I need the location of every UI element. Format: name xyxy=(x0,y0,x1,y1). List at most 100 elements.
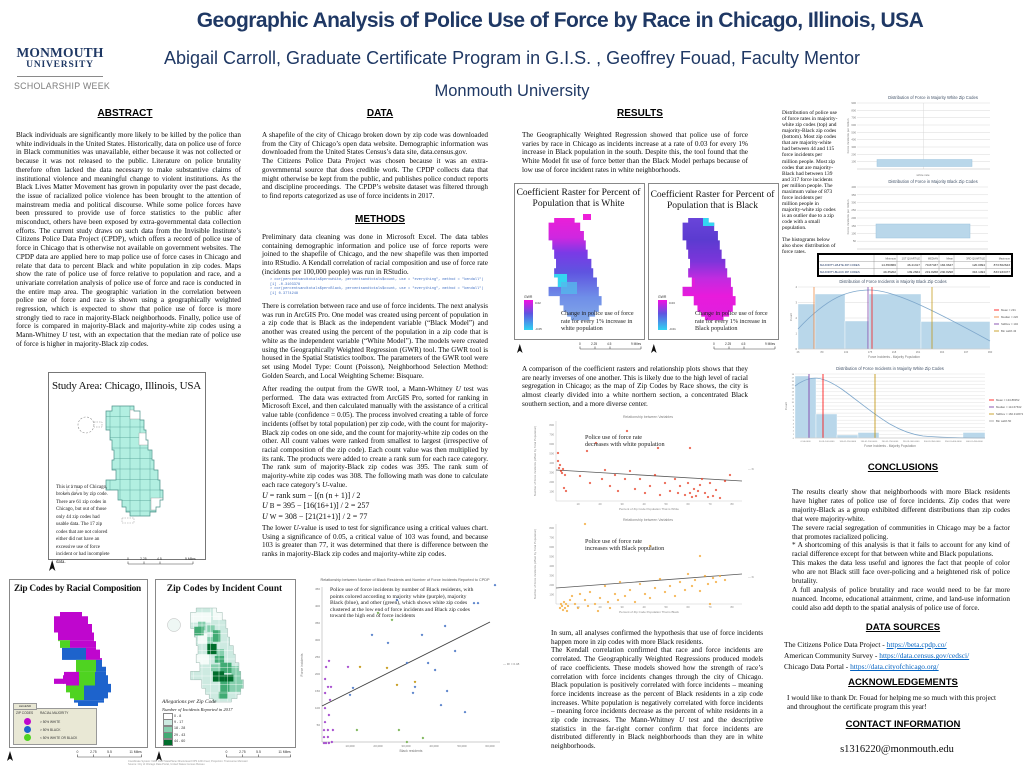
svg-text:300: 300 xyxy=(851,145,856,149)
svg-text:4.5: 4.5 xyxy=(157,557,162,561)
svg-text:150.01-200.0000: 150.01-200.0000 xyxy=(861,441,878,443)
svg-text:4: 4 xyxy=(793,424,795,426)
svg-text:15: 15 xyxy=(792,385,795,387)
svg-text:500: 500 xyxy=(549,452,554,456)
svg-text:347: 347 xyxy=(964,350,969,354)
svg-text:11 Miles: 11 Miles xyxy=(278,750,291,754)
svg-text:GWR: GWR xyxy=(658,295,667,299)
svg-text:5.5: 5.5 xyxy=(107,750,112,754)
svg-text:1ST QUARTILE: 1ST QUARTILE xyxy=(902,257,921,261)
svg-text:0: 0 xyxy=(579,342,581,346)
svg-text:2.75: 2.75 xyxy=(90,750,97,754)
svg-text:60: 60 xyxy=(686,502,690,506)
svg-text:0.03: 0.03 xyxy=(669,301,675,305)
svg-text:800: 800 xyxy=(549,526,554,530)
svg-text:7: 7 xyxy=(793,413,795,415)
svg-text:Maximum: Maximum xyxy=(999,257,1010,261)
svg-text:132: 132 xyxy=(844,350,849,354)
svg-text:300: 300 xyxy=(851,201,856,205)
svg-text:300: 300 xyxy=(549,574,554,578)
svg-text:2.75: 2.75 xyxy=(239,750,246,754)
svg-text:400: 400 xyxy=(315,604,320,608)
svg-text:30: 30 xyxy=(620,502,624,506)
svg-text:-0.01: -0.01 xyxy=(669,327,676,331)
svg-text:100: 100 xyxy=(315,706,320,710)
svg-text:300: 300 xyxy=(315,638,320,642)
svg-text:150: 150 xyxy=(315,689,320,693)
svg-text:— fit: — fit xyxy=(748,467,754,471)
svg-text:Number of force incidents (off: Number of force incidents (offset by Tot… xyxy=(533,426,537,496)
svg-text:70.87437: 70.87437 xyxy=(925,263,938,267)
svg-text:46.41317: 46.41317 xyxy=(907,263,920,267)
svg-text:StdDev = 102: StdDev = 102 xyxy=(1001,322,1018,326)
svg-text:MEDIAN: MEDIAN xyxy=(928,257,938,261)
svg-text:450: 450 xyxy=(315,587,320,591)
svg-text:— R² = 0.48: — R² = 0.48 xyxy=(503,662,520,666)
svg-text:200.01-250.0000: 200.01-250.0000 xyxy=(882,441,899,443)
svg-text:600: 600 xyxy=(851,123,856,127)
svg-text:16: 16 xyxy=(792,381,795,383)
svg-text:0: 0 xyxy=(225,750,227,754)
svg-text:40: 40 xyxy=(642,605,646,609)
svg-text:100: 100 xyxy=(549,490,554,494)
svg-text:4: 4 xyxy=(795,285,797,289)
svg-text:5.5: 5.5 xyxy=(256,750,261,754)
svg-text:Black residents: Black residents xyxy=(400,749,423,753)
svg-text:10: 10 xyxy=(792,402,795,404)
svg-text:2: 2 xyxy=(795,316,797,320)
svg-text:0-50.0000: 0-50.0000 xyxy=(801,441,812,443)
svg-text:390: 390 xyxy=(988,350,993,354)
svg-text:20,000: 20,000 xyxy=(373,744,383,748)
svg-text:6: 6 xyxy=(793,417,795,419)
svg-text:white rate: white rate xyxy=(916,173,929,177)
svg-text:17: 17 xyxy=(792,377,795,379)
svg-text:400: 400 xyxy=(851,185,856,189)
svg-text:500: 500 xyxy=(549,555,554,559)
svg-text:MAJORITY-WHITE ZIP CODES: MAJORITY-WHITE ZIP CODES xyxy=(820,263,860,267)
svg-text:2: 2 xyxy=(793,431,795,433)
svg-text:14.350866: 14.350866 xyxy=(881,263,896,267)
svg-text:11 Miles: 11 Miles xyxy=(129,750,142,754)
svg-text:600: 600 xyxy=(549,442,554,446)
svg-text:200: 200 xyxy=(315,672,320,676)
svg-text:139.2664: 139.2664 xyxy=(907,270,920,274)
svg-text:219.8268: 219.8268 xyxy=(925,270,938,274)
svg-text:Distribution of Force in Major: Distribution of Force in Majority Black … xyxy=(888,179,977,184)
svg-text:300.01-350.0000: 300.01-350.0000 xyxy=(924,441,941,443)
svg-text:Force incidents: Force incidents xyxy=(300,653,304,676)
svg-text:10,000: 10,000 xyxy=(345,744,355,748)
svg-text:0: 0 xyxy=(795,347,797,351)
svg-text:100.01-150.0000: 100.01-150.0000 xyxy=(840,441,857,443)
svg-text:200: 200 xyxy=(549,583,554,587)
svg-text:StdDev = 160.313672: StdDev = 160.313672 xyxy=(996,412,1024,416)
svg-text:11: 11 xyxy=(792,399,795,401)
svg-text:120.0994: 120.0994 xyxy=(972,263,985,267)
svg-text:Force incidents per million: Force incidents per million xyxy=(846,118,850,153)
svg-text:10: 10 xyxy=(576,502,580,506)
svg-text:Bin width 50: Bin width 50 xyxy=(996,419,1012,423)
svg-text:Mean = 231: Mean = 231 xyxy=(1001,308,1016,312)
svg-text:30,000: 30,000 xyxy=(401,744,411,748)
svg-text:89: 89 xyxy=(821,350,824,354)
svg-text:3: 3 xyxy=(793,427,795,429)
svg-text:Count: Count xyxy=(784,402,788,410)
svg-text:2.25: 2.25 xyxy=(591,342,597,346)
svg-text:250.01-300.0000: 250.01-300.0000 xyxy=(903,441,920,443)
svg-text:Median = 114.67632: Median = 114.67632 xyxy=(996,405,1022,409)
svg-text:9 Miles: 9 Miles xyxy=(185,557,196,561)
svg-text:0: 0 xyxy=(713,342,715,346)
svg-text:80: 80 xyxy=(730,502,734,506)
svg-text:2.25: 2.25 xyxy=(140,557,147,561)
svg-text:20: 20 xyxy=(598,605,602,609)
svg-text:80: 80 xyxy=(730,605,734,609)
svg-text:400: 400 xyxy=(549,461,554,465)
svg-text:50,000: 50,000 xyxy=(457,744,467,748)
svg-text:30: 30 xyxy=(620,605,624,609)
svg-text:50: 50 xyxy=(664,502,668,506)
svg-text:4.5: 4.5 xyxy=(741,342,746,346)
svg-text:0.02: 0.02 xyxy=(535,301,541,305)
svg-text:218: 218 xyxy=(892,350,897,354)
svg-text:70: 70 xyxy=(708,605,712,609)
svg-text:2.25: 2.25 xyxy=(725,342,731,346)
svg-text:175: 175 xyxy=(868,350,873,354)
